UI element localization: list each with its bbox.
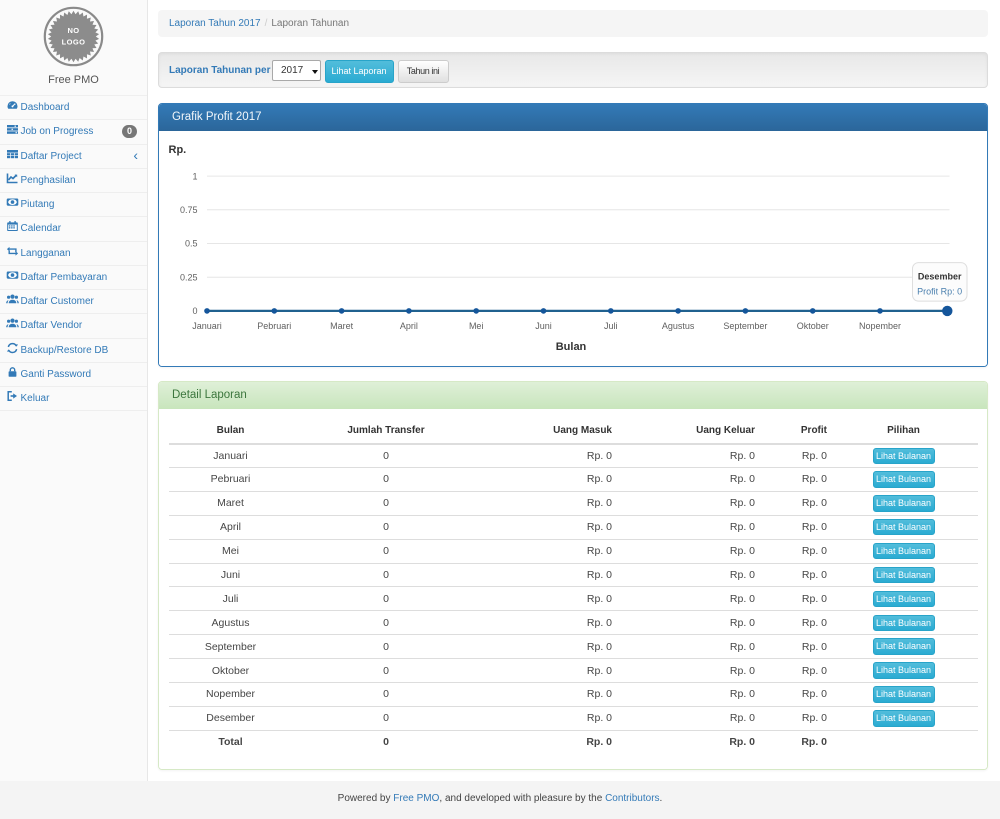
svg-text:Rp.: Rp. bbox=[169, 144, 187, 156]
svg-text:Pebruari: Pebruari bbox=[257, 322, 291, 332]
svg-text:Bulan: Bulan bbox=[556, 342, 587, 354]
svg-text:Profit Rp: 0: Profit Rp: 0 bbox=[917, 287, 962, 297]
svg-text:Agustus: Agustus bbox=[662, 322, 695, 332]
svg-text:Januari: Januari bbox=[192, 322, 222, 332]
svg-text:Juli: Juli bbox=[604, 322, 618, 332]
svg-text:0.25: 0.25 bbox=[180, 273, 198, 283]
svg-text:NO: NO bbox=[67, 26, 79, 35]
svg-text:Oktober: Oktober bbox=[797, 322, 829, 332]
svg-text:LOGO: LOGO bbox=[62, 38, 86, 47]
svg-text:September: September bbox=[723, 322, 767, 332]
svg-text:0.75: 0.75 bbox=[180, 205, 198, 215]
svg-text:0: 0 bbox=[192, 306, 197, 316]
svg-text:1: 1 bbox=[192, 172, 197, 182]
svg-text:Maret: Maret bbox=[330, 322, 354, 332]
svg-text:0.5: 0.5 bbox=[185, 239, 198, 249]
svg-text:April: April bbox=[400, 322, 418, 332]
svg-text:Nopember: Nopember bbox=[859, 322, 901, 332]
svg-text:Mei: Mei bbox=[469, 322, 484, 332]
svg-text:Juni: Juni bbox=[535, 322, 552, 332]
svg-text:Desember: Desember bbox=[918, 272, 962, 282]
